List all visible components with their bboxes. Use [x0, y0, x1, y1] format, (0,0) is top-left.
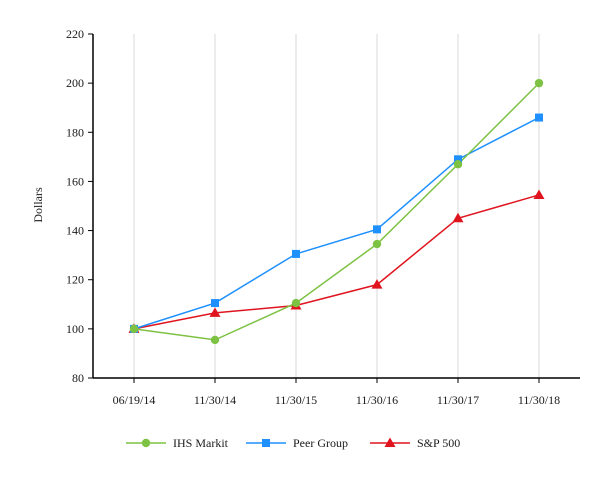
- legend-marker: [384, 437, 396, 447]
- y-tick-label: 200: [66, 76, 84, 90]
- x-tick-label: 11/30/14: [194, 393, 236, 407]
- x-tick-label: 11/30/15: [275, 393, 317, 407]
- data-point-s-p-500: [452, 212, 464, 223]
- series-lines: [128, 78, 545, 345]
- data-point-peer-group: [535, 113, 543, 122]
- data-point-ihs-markit: [210, 335, 220, 345]
- y-tick-label: 220: [66, 27, 84, 41]
- legend-label: IHS Markit: [173, 436, 229, 450]
- y-tick-label: 120: [66, 273, 84, 287]
- legend-label: Peer Group: [293, 436, 348, 450]
- y-tick-label: 140: [66, 224, 84, 238]
- series-line-ihs-markit: [133, 82, 540, 341]
- y-tick-label: 100: [66, 322, 84, 336]
- grid-lines: [133, 34, 540, 378]
- y-tick-label: 80: [72, 371, 84, 385]
- x-tick-label: 06/19/14: [113, 393, 156, 407]
- data-point-ihs-markit: [453, 160, 463, 169]
- data-point-peer-group: [373, 225, 381, 234]
- axes: 80 100 120 140 160 180 200 220 06/19/14 11/30/14 1…: [66, 27, 580, 407]
- data-point-ihs-markit: [129, 324, 139, 334]
- data-point-ihs-markit: [534, 78, 544, 88]
- y-tick-label: 180: [66, 125, 84, 139]
- data-point-peer-group: [454, 155, 462, 164]
- legend: IHS Markit Peer Group S&P 500: [126, 436, 460, 450]
- legend-marker: [262, 439, 270, 447]
- data-point-ihs-markit: [291, 298, 301, 308]
- x-tick-label: 11/30/16: [356, 393, 398, 407]
- data-point-s-p-500: [533, 189, 545, 199]
- data-point-peer-group: [211, 299, 219, 308]
- legend-label: S&P 500: [417, 436, 460, 450]
- data-point-ihs-markit: [372, 239, 382, 249]
- data-point-s-p-500: [209, 307, 221, 317]
- x-tick-label: 11/30/18: [518, 393, 560, 407]
- series-line-peer-group: [133, 116, 540, 330]
- y-axis-label: Dollars: [31, 187, 45, 223]
- legend-marker: [141, 438, 151, 448]
- series-line-s-p-500: [133, 194, 540, 330]
- x-tick-label: 11/30/17: [437, 393, 479, 407]
- data-point-s-p-500: [371, 279, 383, 289]
- y-tick-label: 160: [66, 174, 84, 188]
- data-point-peer-group: [292, 249, 300, 258]
